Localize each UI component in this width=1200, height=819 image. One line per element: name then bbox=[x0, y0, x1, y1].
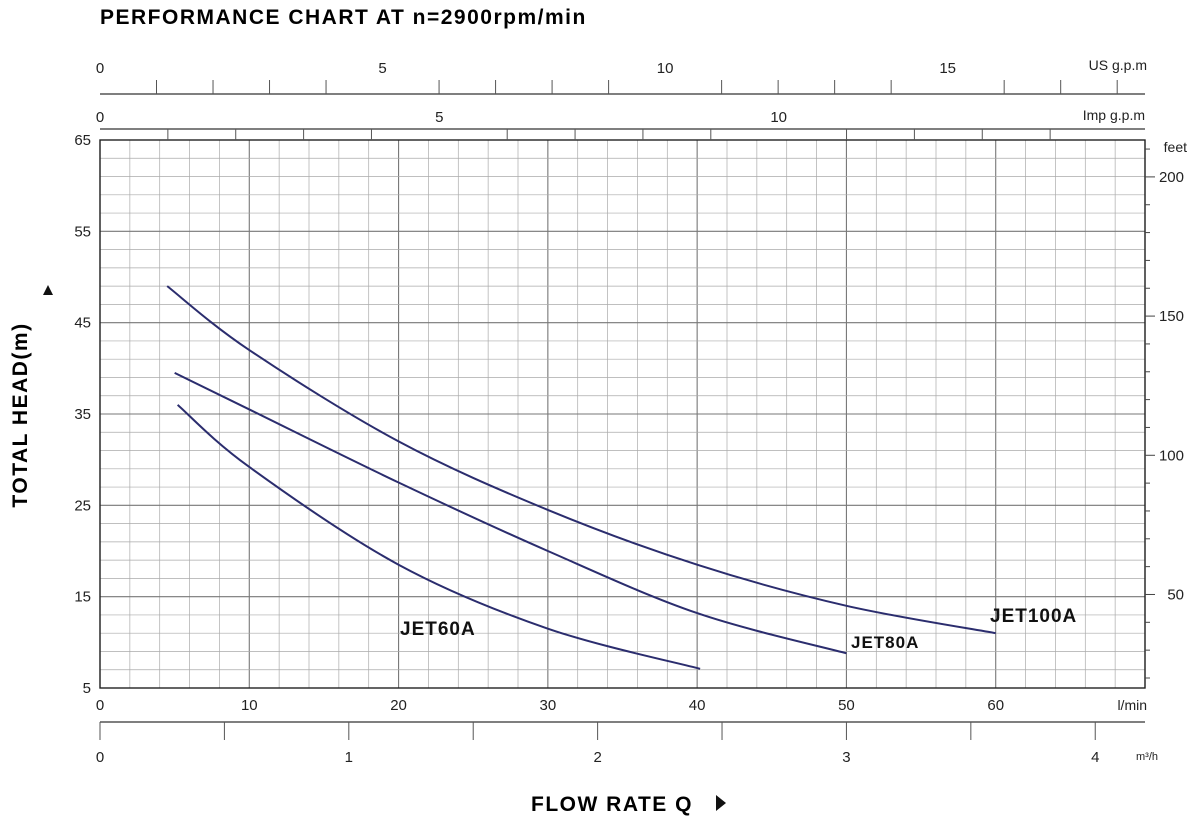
imp-gpm-unit-label: Imp g.p.m bbox=[1083, 107, 1145, 123]
x-axis-arrow-icon bbox=[716, 795, 726, 811]
us-gpm-tick-label: 0 bbox=[96, 60, 104, 77]
x-axis-title: FLOW RATE Q bbox=[531, 793, 693, 816]
y-axis-title: TOTAL HEAD(m) bbox=[9, 322, 32, 507]
y-tick-label: 55 bbox=[74, 223, 91, 240]
imp-gpm-tick-label: 5 bbox=[435, 109, 443, 126]
m3h-tick-label: 3 bbox=[842, 749, 850, 766]
y-tick-label: 45 bbox=[74, 315, 91, 332]
series-jet60a-line bbox=[176, 404, 701, 670]
imp-gpm-tick-label: 0 bbox=[96, 109, 104, 126]
feet-tick-label: 200 bbox=[1159, 169, 1184, 186]
series-jet100a-label: JET100A bbox=[990, 606, 1077, 627]
x-tick-label: 0 bbox=[96, 697, 104, 714]
imp-gpm-tick-label: 10 bbox=[770, 109, 787, 126]
y-tick-label: 25 bbox=[74, 497, 91, 514]
us-gpm-tick-label: 15 bbox=[939, 60, 956, 77]
series-jet80a-label: JET80A bbox=[851, 633, 919, 652]
plot-frame bbox=[99, 139, 1146, 689]
m3h-unit-label: m³/h bbox=[1136, 751, 1158, 763]
y-tick-label: 35 bbox=[74, 406, 91, 423]
series-lines bbox=[166, 285, 996, 670]
y-tick-label: 15 bbox=[74, 589, 91, 606]
m3h-tick-label: 2 bbox=[593, 749, 601, 766]
us-gpm-unit-label: US g.p.m bbox=[1089, 57, 1147, 73]
x-tick-label: 40 bbox=[689, 697, 706, 714]
m3h-tick-label: 1 bbox=[345, 749, 353, 766]
chart-title: PERFORMANCE CHART AT n=2900rpm/min bbox=[100, 6, 587, 29]
feet-tick-label: 50 bbox=[1167, 586, 1184, 603]
feet-unit-label: feet bbox=[1164, 139, 1187, 155]
series-labels: JET100A JET80A JET60A bbox=[400, 606, 1077, 652]
plot-grid bbox=[99, 139, 1146, 689]
y-tick-label: 5 bbox=[83, 680, 91, 697]
y-tick-label: 65 bbox=[74, 132, 91, 149]
series-jet100a-line bbox=[166, 285, 996, 635]
x-tick-label: 60 bbox=[987, 697, 1004, 714]
m3h-tick-label: 4 bbox=[1091, 749, 1099, 766]
x-tick-label: 30 bbox=[540, 697, 557, 714]
x-tick-label: 10 bbox=[241, 697, 258, 714]
feet-tick-label: 100 bbox=[1159, 447, 1184, 464]
us-gpm-tick-label: 10 bbox=[657, 60, 674, 77]
us-gpm-tick-label: 5 bbox=[378, 60, 386, 77]
x-tick-label: 50 bbox=[838, 697, 855, 714]
m3h-tick-label: 0 bbox=[96, 749, 104, 766]
x-unit-label: l/min bbox=[1117, 697, 1147, 713]
y-axis-arrow-icon bbox=[43, 285, 53, 295]
series-jet60a-label: JET60A bbox=[400, 619, 476, 640]
series-jet80a-line bbox=[174, 372, 847, 655]
feet-tick-label: 150 bbox=[1159, 308, 1184, 325]
x-tick-label: 20 bbox=[390, 697, 407, 714]
